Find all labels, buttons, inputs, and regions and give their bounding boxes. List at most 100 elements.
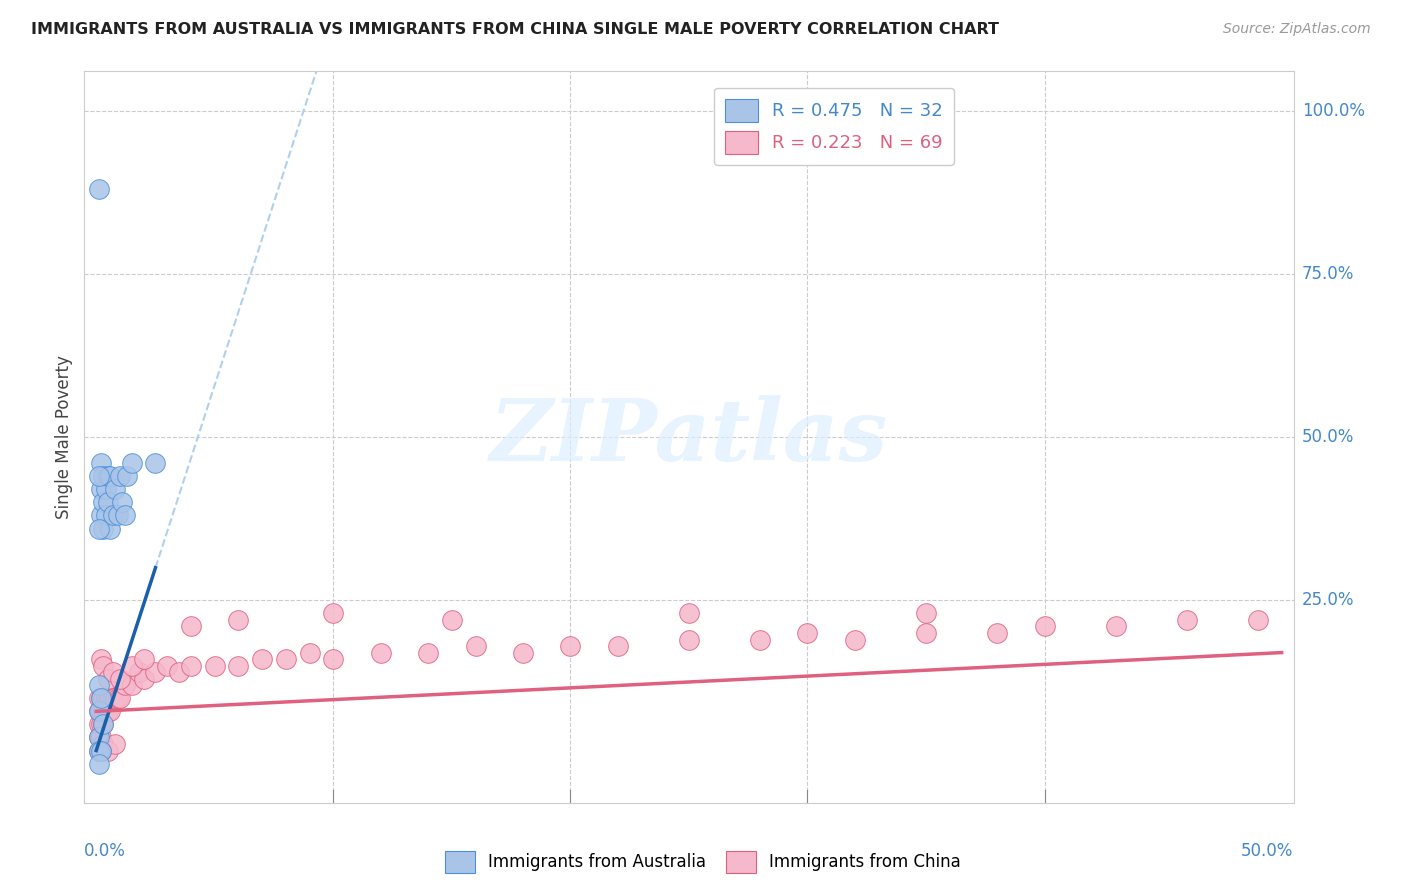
Point <box>97 691 120 706</box>
Point <box>87 756 110 771</box>
Point <box>1105 619 1128 633</box>
Point <box>250 652 273 666</box>
Point <box>114 678 136 692</box>
Point <box>180 619 202 633</box>
Point <box>121 456 143 470</box>
Point <box>145 456 167 470</box>
Point <box>87 705 110 719</box>
Point <box>418 646 440 660</box>
Point <box>101 508 124 523</box>
Point <box>132 652 155 666</box>
Point <box>100 691 122 706</box>
Point <box>94 691 117 706</box>
Point <box>90 691 112 706</box>
Point <box>114 508 136 523</box>
Point <box>91 658 114 673</box>
Point <box>128 665 150 680</box>
Point <box>464 639 486 653</box>
Point <box>90 743 112 757</box>
Point <box>796 626 818 640</box>
Point <box>322 652 344 666</box>
Legend: Immigrants from Australia, Immigrants from China: Immigrants from Australia, Immigrants fr… <box>439 845 967 880</box>
Point <box>104 483 127 497</box>
Point <box>87 743 110 757</box>
Text: Source: ZipAtlas.com: Source: ZipAtlas.com <box>1223 22 1371 37</box>
Point <box>90 717 112 731</box>
Point <box>440 613 463 627</box>
Point <box>91 495 114 509</box>
Point <box>121 678 143 692</box>
Point <box>97 469 120 483</box>
Point <box>121 658 143 673</box>
Point <box>108 691 131 706</box>
Point <box>915 607 938 621</box>
Point <box>90 456 112 470</box>
Text: 100.0%: 100.0% <box>1302 102 1365 120</box>
Text: 25.0%: 25.0% <box>1302 591 1354 609</box>
Point <box>91 521 114 535</box>
Point <box>101 691 124 706</box>
Point <box>1033 619 1056 633</box>
Point <box>97 672 120 686</box>
Point <box>94 705 117 719</box>
Point <box>87 678 110 692</box>
Point <box>94 508 117 523</box>
Point <box>844 632 866 647</box>
Point <box>298 646 321 660</box>
Point <box>678 607 700 621</box>
Point <box>87 691 110 706</box>
Point <box>322 607 344 621</box>
Point <box>87 743 110 757</box>
Point <box>91 737 114 751</box>
Point <box>90 652 112 666</box>
Text: 0.0%: 0.0% <box>84 842 127 860</box>
Point <box>1175 613 1198 627</box>
Point <box>90 743 112 757</box>
Point <box>180 658 202 673</box>
Point <box>97 495 120 509</box>
Text: 50.0%: 50.0% <box>1302 428 1354 446</box>
Point <box>87 731 110 745</box>
Text: ZIPatlas: ZIPatlas <box>489 395 889 479</box>
Point <box>274 652 297 666</box>
Point <box>678 632 700 647</box>
Point <box>145 665 167 680</box>
Point <box>87 182 110 196</box>
Point <box>97 743 120 757</box>
Text: 75.0%: 75.0% <box>1302 265 1354 283</box>
Point <box>1247 613 1270 627</box>
Point <box>87 717 110 731</box>
Point <box>87 731 110 745</box>
Point <box>101 665 124 680</box>
Point <box>749 632 772 647</box>
Point <box>915 626 938 640</box>
Text: 50.0%: 50.0% <box>1241 842 1294 860</box>
Point <box>91 717 114 731</box>
Point <box>100 521 122 535</box>
Point <box>91 717 114 731</box>
Point <box>90 691 112 706</box>
Point <box>90 483 112 497</box>
Point <box>100 705 122 719</box>
Point <box>986 626 1008 640</box>
Point <box>104 737 127 751</box>
Point <box>111 495 134 509</box>
Point <box>228 613 250 627</box>
Point <box>606 639 628 653</box>
Point <box>87 469 110 483</box>
Point <box>167 665 190 680</box>
Point <box>107 508 129 523</box>
Point <box>108 672 131 686</box>
Point <box>91 691 114 706</box>
Y-axis label: Single Male Poverty: Single Male Poverty <box>55 355 73 519</box>
Point <box>90 705 112 719</box>
Point <box>90 508 112 523</box>
Point <box>108 469 131 483</box>
Point <box>115 469 138 483</box>
Point <box>512 646 534 660</box>
Point <box>100 469 122 483</box>
Point <box>90 731 112 745</box>
Point <box>560 639 582 653</box>
Legend: R = 0.475   N = 32, R = 0.223   N = 69: R = 0.475 N = 32, R = 0.223 N = 69 <box>714 87 953 165</box>
Point <box>94 483 117 497</box>
